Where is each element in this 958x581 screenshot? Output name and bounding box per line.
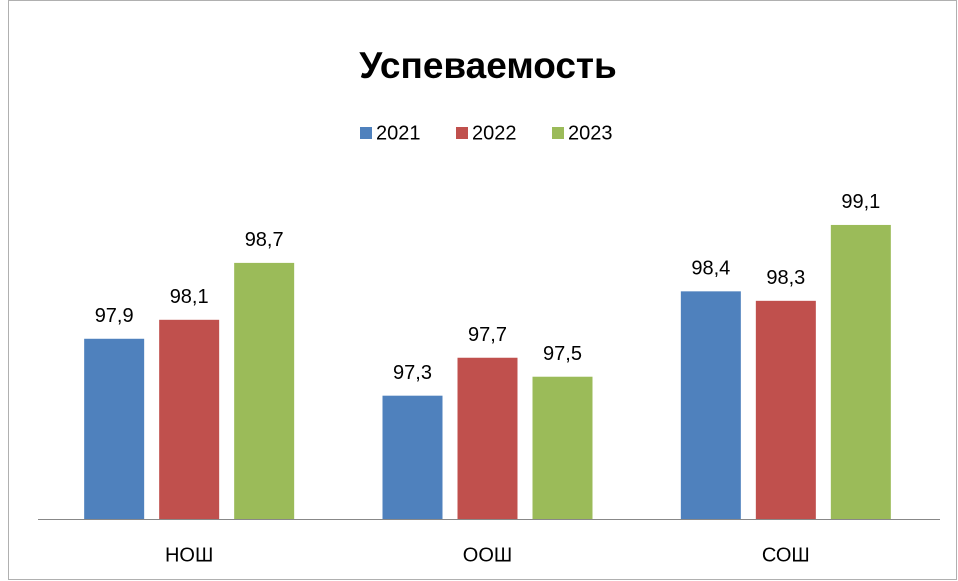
data-label: 99,1 bbox=[841, 191, 880, 213]
bar bbox=[755, 300, 816, 519]
data-label: 97,5 bbox=[543, 343, 582, 365]
bar bbox=[830, 224, 891, 519]
chart-title: Успеваемость bbox=[359, 45, 617, 86]
data-label: 97,7 bbox=[468, 324, 507, 346]
data-label: 97,9 bbox=[95, 305, 134, 327]
bar bbox=[457, 357, 518, 519]
x-tick-label: ООШ bbox=[463, 544, 512, 566]
bar bbox=[159, 319, 220, 519]
legend-swatch bbox=[552, 127, 564, 139]
legend-swatch bbox=[456, 127, 468, 139]
data-label: 98,7 bbox=[245, 229, 284, 251]
data-label: 97,3 bbox=[393, 362, 432, 384]
bar bbox=[84, 338, 145, 519]
data-label: 98,1 bbox=[170, 286, 209, 308]
legend-label: 2022 bbox=[472, 122, 517, 144]
data-label: 98,4 bbox=[691, 258, 730, 280]
bar bbox=[680, 291, 741, 519]
bar bbox=[382, 395, 443, 519]
bar bbox=[532, 376, 593, 519]
x-tick-label: НОШ bbox=[165, 544, 213, 566]
legend-swatch bbox=[360, 127, 372, 139]
bar bbox=[234, 262, 295, 519]
x-tick-label: СОШ bbox=[762, 544, 810, 566]
legend-label: 2023 bbox=[568, 122, 613, 144]
data-label: 98,3 bbox=[766, 267, 805, 289]
legend-label: 2021 bbox=[376, 122, 421, 144]
